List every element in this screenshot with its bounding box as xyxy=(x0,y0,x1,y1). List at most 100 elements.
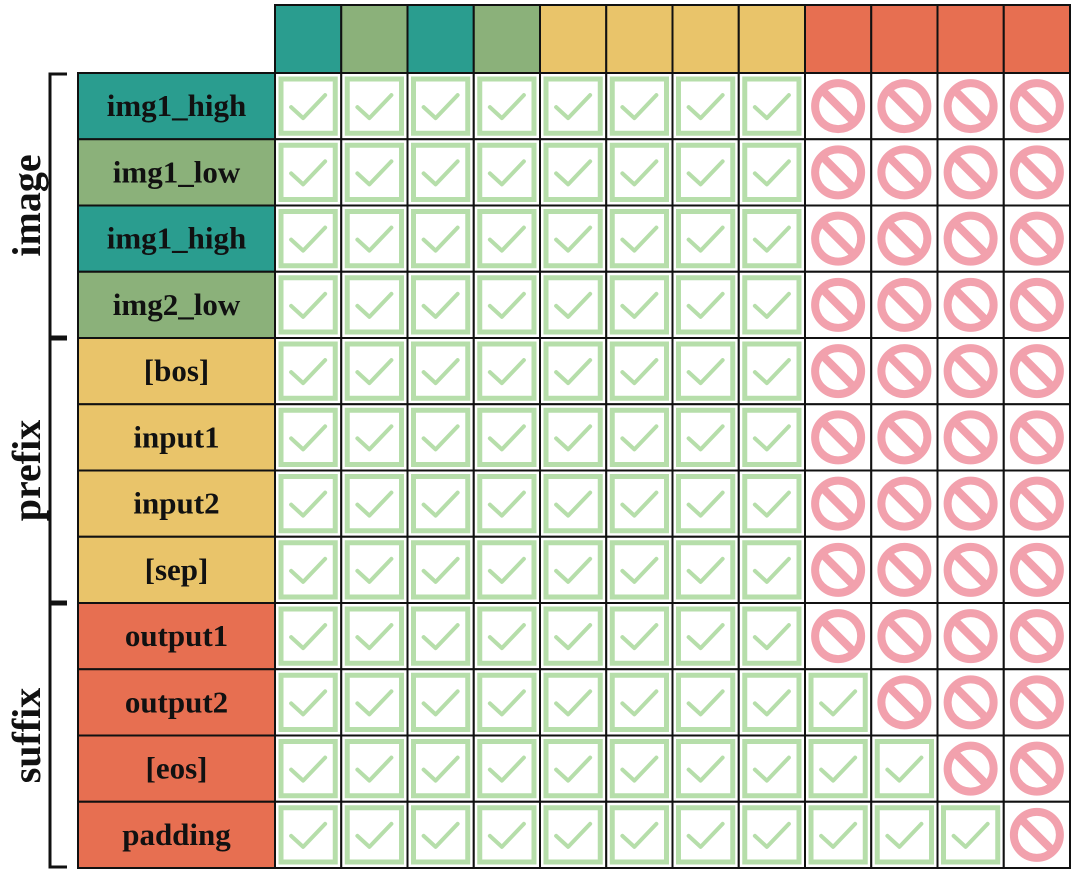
check-icon xyxy=(605,668,674,737)
check-icon xyxy=(472,800,541,869)
prohibited-icon xyxy=(870,72,939,141)
row-label: padding xyxy=(122,817,231,852)
column-header-swatch xyxy=(1002,4,1071,74)
check-icon xyxy=(605,72,674,141)
row-label-box xyxy=(77,535,276,604)
column-header-swatch xyxy=(274,4,343,74)
prohibited-icon xyxy=(1002,337,1071,406)
check-icon xyxy=(605,337,674,406)
check-icon xyxy=(472,270,541,339)
check-icon xyxy=(406,469,475,538)
check-icon xyxy=(274,337,343,406)
check-icon xyxy=(406,72,475,141)
check-icon xyxy=(274,270,343,339)
check-icon xyxy=(406,270,475,339)
row-label-box xyxy=(77,668,276,737)
check-icon xyxy=(671,535,740,604)
check-icon xyxy=(406,734,475,803)
prohibited-icon xyxy=(804,72,873,141)
check-icon xyxy=(737,403,806,472)
column-header-swatch xyxy=(671,4,740,74)
check-icon xyxy=(539,469,608,538)
prohibited-icon xyxy=(804,535,873,604)
prohibited-icon xyxy=(936,469,1005,538)
check-icon xyxy=(406,138,475,207)
check-icon xyxy=(737,668,806,737)
check-icon xyxy=(671,138,740,207)
prohibited-icon xyxy=(936,138,1005,207)
check-icon xyxy=(340,270,409,339)
check-icon xyxy=(605,535,674,604)
prohibited-icon xyxy=(1002,270,1071,339)
prohibited-icon xyxy=(936,403,1005,472)
group-brackets: image prefix suffix xyxy=(4,72,67,869)
row-labels: img1_high img1_low img1_high img2_low [bos] i… xyxy=(77,72,276,869)
check-icon xyxy=(539,270,608,339)
check-icon xyxy=(340,800,409,869)
check-icon xyxy=(870,800,939,869)
check-icon xyxy=(539,337,608,406)
group-bracket xyxy=(48,337,67,604)
prohibited-icon xyxy=(1002,602,1071,671)
check-icon xyxy=(539,668,608,737)
check-icon xyxy=(340,535,409,604)
check-icon xyxy=(274,469,343,538)
check-icon xyxy=(406,337,475,406)
prohibited-icon xyxy=(870,204,939,273)
row-label-box xyxy=(77,72,276,141)
check-icon xyxy=(737,138,806,207)
prohibited-icon xyxy=(936,668,1005,737)
check-icon xyxy=(274,535,343,604)
check-icon xyxy=(671,403,740,472)
prohibited-icon xyxy=(1002,138,1071,207)
prohibited-icon xyxy=(1002,204,1071,273)
prohibited-icon xyxy=(870,535,939,604)
prohibited-icon xyxy=(804,204,873,273)
check-icon xyxy=(737,734,806,803)
check-icon xyxy=(539,72,608,141)
check-icon xyxy=(539,204,608,273)
prohibited-icon xyxy=(804,138,873,207)
mask-grid xyxy=(274,72,1071,869)
row-label: output2 xyxy=(125,684,228,719)
group-bracket xyxy=(48,72,67,339)
check-icon xyxy=(274,72,343,141)
prohibited-icon xyxy=(936,734,1005,803)
column-header-swatch xyxy=(804,4,873,74)
check-icon xyxy=(406,602,475,671)
column-header-swatch xyxy=(472,4,541,74)
check-icon xyxy=(406,535,475,604)
prohibited-icon xyxy=(1002,800,1071,869)
check-icon xyxy=(340,204,409,273)
check-icon xyxy=(274,204,343,273)
check-icon xyxy=(671,734,740,803)
check-icon xyxy=(472,535,541,604)
prohibited-icon xyxy=(870,138,939,207)
row-label: img1_low xyxy=(113,154,241,189)
check-icon xyxy=(539,535,608,604)
check-icon xyxy=(804,800,873,869)
prohibited-icon xyxy=(804,270,873,339)
row-label: [eos] xyxy=(146,751,208,786)
check-icon xyxy=(737,270,806,339)
prohibited-icon xyxy=(804,469,873,538)
check-icon xyxy=(340,734,409,803)
check-icon xyxy=(671,800,740,869)
check-icon xyxy=(671,602,740,671)
prohibited-icon xyxy=(804,602,873,671)
check-icon xyxy=(539,602,608,671)
check-icon xyxy=(406,204,475,273)
prohibited-icon xyxy=(936,535,1005,604)
group-label: prefix xyxy=(4,420,49,521)
check-icon xyxy=(539,403,608,472)
check-icon xyxy=(605,602,674,671)
check-icon xyxy=(340,469,409,538)
prohibited-icon xyxy=(870,403,939,472)
check-icon xyxy=(737,800,806,869)
check-icon xyxy=(472,734,541,803)
check-icon xyxy=(539,138,608,207)
check-icon xyxy=(274,138,343,207)
group-bracket xyxy=(48,602,67,869)
check-icon xyxy=(274,734,343,803)
check-icon xyxy=(737,535,806,604)
